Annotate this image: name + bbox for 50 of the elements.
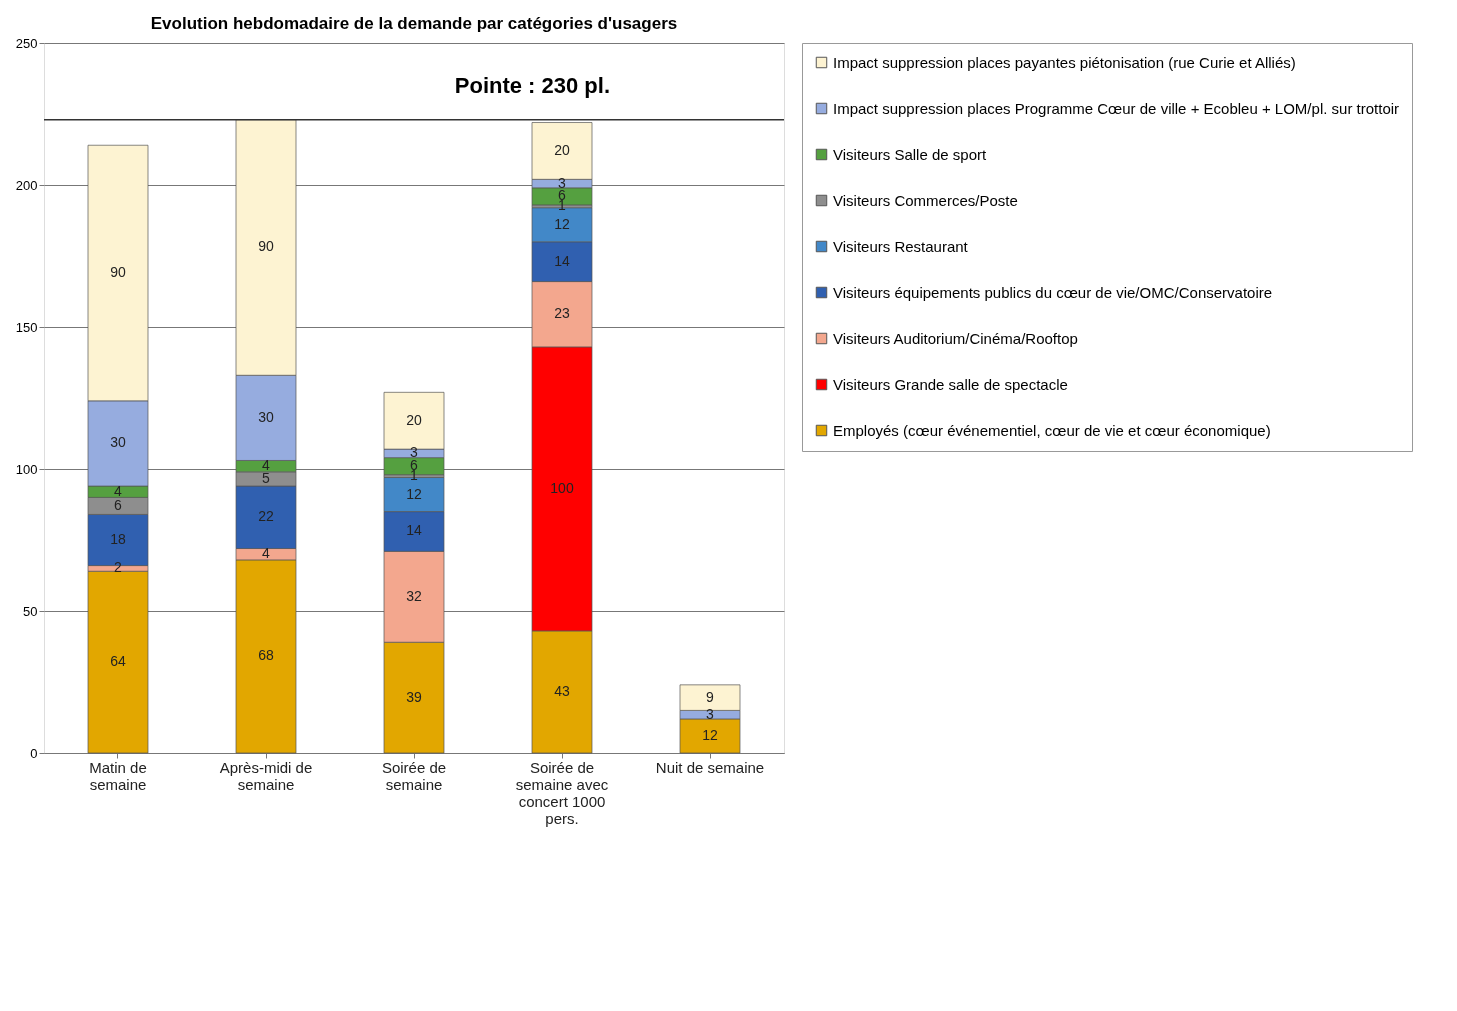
x-tick-label: Soirée de semaine xyxy=(381,758,447,793)
data-label: 14 xyxy=(554,252,570,269)
data-label: 30 xyxy=(110,434,126,451)
y-tick-label: 150 xyxy=(15,319,38,335)
data-label: 14 xyxy=(406,522,422,539)
data-label: 32 xyxy=(406,587,422,604)
y-tick-label: 100 xyxy=(15,461,38,477)
data-label: 22 xyxy=(258,508,274,525)
data-label: 20 xyxy=(406,411,422,428)
legend-label: Impact suppression places Programme Cœur de ville + Ecobleu + LOM/pl. sur trottoir xyxy=(833,99,1400,117)
data-label: 20 xyxy=(554,141,570,158)
legend-label: Visiteurs Commerces/Poste xyxy=(833,191,1018,209)
data-label: 4 xyxy=(262,545,271,562)
data-label: 68 xyxy=(258,647,274,664)
data-label: 90 xyxy=(110,264,126,281)
bar xyxy=(87,570,149,754)
legend-label: Employés (cœur événementiel, cœur de vie et cœur économique) xyxy=(833,421,1271,439)
data-label: 43 xyxy=(554,682,570,699)
chart-title: Evolution hebdomadaire de la demande par catégories d'usagers xyxy=(150,14,678,33)
data-label: 18 xyxy=(110,531,126,547)
y-tick-label: 0 xyxy=(30,745,38,761)
data-label: 6 xyxy=(114,496,123,513)
legend-label: Visiteurs Auditorium/Cinéma/Rooftop xyxy=(833,329,1078,347)
data-label: 3 xyxy=(410,444,419,461)
data-label: 12 xyxy=(406,485,422,502)
data-label: 4 xyxy=(114,482,123,499)
data-label: 12 xyxy=(702,726,718,743)
data-label: 100 xyxy=(550,479,574,496)
data-label: 9 xyxy=(706,688,715,705)
legend-label: Visiteurs Restaurant xyxy=(833,237,969,255)
data-label: 3 xyxy=(558,174,567,191)
data-label: 12 xyxy=(554,215,570,232)
legend-label: Visiteurs Grande salle de spectacle xyxy=(833,375,1068,393)
x-tick-label: Après-midi de semaine xyxy=(219,758,313,793)
y-tick-label: 50 xyxy=(23,603,38,619)
y-tick-label: 200 xyxy=(15,177,38,193)
y-tick-label: 250 xyxy=(15,35,38,51)
data-label: 30 xyxy=(258,408,274,425)
data-label: 90 xyxy=(258,238,274,255)
data-label: 23 xyxy=(554,305,570,322)
annotation: Pointe : 230 pl. xyxy=(454,72,611,98)
data-label: 39 xyxy=(406,688,422,705)
legend-label: Impact suppression places payantes piétonisation (rue Curie et Alliés) xyxy=(833,53,1296,71)
legend-label: Visiteurs Salle de sport xyxy=(833,145,987,163)
data-label: 64 xyxy=(110,653,126,670)
x-tick-label: Nuit de semaine xyxy=(655,758,765,776)
x-tick-label: Soirée de semaine avec concert 1000 pers. xyxy=(515,758,609,827)
data-label: 3 xyxy=(706,705,715,722)
legend-label: Visiteurs équipements publics du cœur de vie/OMC/Conservatoire xyxy=(833,283,1273,301)
x-tick-label: Matin de semaine xyxy=(89,758,147,793)
